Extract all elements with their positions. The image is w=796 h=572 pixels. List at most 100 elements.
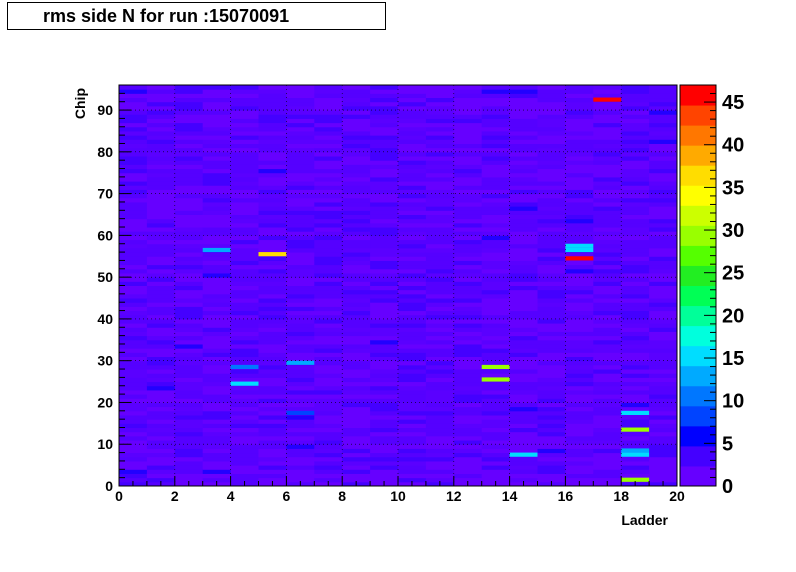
heatmap-cell bbox=[425, 256, 455, 261]
heatmap-cell bbox=[649, 168, 678, 174]
heatmap-cell bbox=[425, 197, 455, 203]
heatmap-cell bbox=[398, 373, 427, 378]
heatmap-cell bbox=[119, 243, 148, 249]
heatmap-cell bbox=[565, 298, 594, 303]
heatmap-cell bbox=[453, 143, 483, 149]
heatmap-cell bbox=[481, 285, 511, 291]
heatmap-cell bbox=[230, 156, 259, 161]
heatmap-cell bbox=[425, 444, 455, 449]
heatmap-cell bbox=[481, 452, 511, 458]
heatmap-cell bbox=[174, 176, 204, 182]
heatmap-cell bbox=[481, 110, 511, 115]
heatmap-cell bbox=[286, 181, 315, 186]
heatmap-cell bbox=[649, 448, 678, 454]
heatmap-cell bbox=[621, 252, 650, 257]
heatmap-cell bbox=[286, 264, 315, 270]
heatmap-cell bbox=[593, 385, 622, 391]
heatmap-cell bbox=[342, 135, 371, 140]
heatmap-cell bbox=[398, 477, 427, 483]
heatmap-cell bbox=[649, 306, 678, 312]
heatmap-cell bbox=[593, 193, 622, 199]
heatmap-hot-cell bbox=[230, 364, 259, 370]
heatmap-cell bbox=[621, 348, 650, 353]
heatmap-cell bbox=[119, 289, 148, 295]
heatmap-cell bbox=[258, 197, 287, 203]
heatmap-cell bbox=[425, 143, 455, 149]
heatmap-cell bbox=[146, 435, 176, 441]
heatmap-cell bbox=[342, 402, 371, 408]
heatmap-cell bbox=[481, 214, 511, 220]
heatmap-cell bbox=[119, 456, 148, 462]
heatmap-cell bbox=[119, 272, 148, 278]
heatmap-cell bbox=[481, 235, 511, 241]
heatmap-cell bbox=[230, 293, 259, 299]
heatmap-cell bbox=[509, 151, 538, 157]
heatmap-cell bbox=[342, 369, 371, 374]
heatmap-cell bbox=[202, 385, 232, 391]
heatmap-cell bbox=[593, 452, 622, 458]
heatmap-cell bbox=[649, 147, 678, 153]
heatmap-cell bbox=[146, 181, 176, 186]
heatmap-cell bbox=[342, 452, 371, 458]
heatmap-cell bbox=[398, 335, 427, 341]
heatmap-cell bbox=[314, 231, 343, 236]
heatmap-cell bbox=[258, 164, 287, 170]
heatmap-cell bbox=[370, 89, 399, 94]
heatmap-cell bbox=[230, 360, 259, 366]
heatmap-cell bbox=[398, 327, 427, 332]
heatmap-cell bbox=[537, 306, 566, 312]
heatmap-cell bbox=[119, 114, 148, 119]
heatmap-cell bbox=[593, 264, 622, 270]
heatmap-cell bbox=[258, 394, 287, 399]
heatmap-cell bbox=[481, 126, 511, 132]
heatmap-cell bbox=[230, 122, 259, 128]
heatmap-cell bbox=[146, 105, 176, 111]
heatmap-cell bbox=[286, 343, 315, 349]
heatmap-cell bbox=[370, 206, 399, 211]
heatmap-cell bbox=[230, 327, 259, 332]
heatmap-cell bbox=[314, 285, 343, 291]
heatmap-cell bbox=[370, 364, 399, 370]
heatmap-cell bbox=[202, 369, 232, 374]
heatmap-cell bbox=[593, 126, 622, 132]
heatmap-cell bbox=[258, 289, 287, 295]
heatmap-cell bbox=[649, 243, 678, 249]
heatmap-cell bbox=[509, 293, 538, 299]
heatmap-cell bbox=[453, 435, 483, 441]
heatmap-cell bbox=[593, 444, 622, 449]
heatmap-cell bbox=[258, 306, 287, 312]
heatmap-cell bbox=[453, 231, 483, 236]
palette-tick-label: 0 bbox=[722, 476, 733, 498]
heatmap-cell bbox=[230, 402, 259, 408]
heatmap-cell bbox=[314, 331, 343, 337]
heatmap-cell bbox=[258, 356, 287, 362]
heatmap-cell bbox=[146, 423, 176, 429]
heatmap-cell bbox=[286, 306, 315, 312]
heatmap-cell bbox=[342, 231, 371, 236]
heatmap-cell bbox=[453, 331, 483, 337]
heatmap-cell bbox=[202, 327, 232, 332]
heatmap-cell bbox=[258, 139, 287, 144]
heatmap-cell bbox=[398, 176, 427, 182]
heatmap-cell bbox=[314, 339, 343, 345]
heatmap-cell bbox=[119, 277, 148, 282]
heatmap-cell bbox=[537, 431, 566, 437]
heatmap-cell bbox=[398, 364, 427, 370]
heatmap-cell bbox=[565, 369, 594, 374]
heatmap-cell bbox=[565, 206, 594, 211]
heatmap-cell bbox=[370, 256, 399, 261]
heatmap-cell bbox=[621, 181, 650, 186]
heatmap-cell bbox=[481, 473, 511, 479]
heatmap-cell bbox=[537, 118, 566, 124]
heatmap-cell bbox=[342, 389, 371, 395]
heatmap-cell bbox=[565, 398, 594, 403]
heatmap-cell bbox=[425, 394, 455, 399]
heatmap-cell bbox=[202, 97, 232, 103]
heatmap-cell bbox=[593, 373, 622, 378]
heatmap-cell bbox=[398, 260, 427, 266]
heatmap-cell bbox=[509, 302, 538, 307]
heatmap-cell bbox=[314, 272, 343, 278]
heatmap-cell bbox=[174, 218, 204, 224]
heatmap-cell bbox=[119, 406, 148, 412]
